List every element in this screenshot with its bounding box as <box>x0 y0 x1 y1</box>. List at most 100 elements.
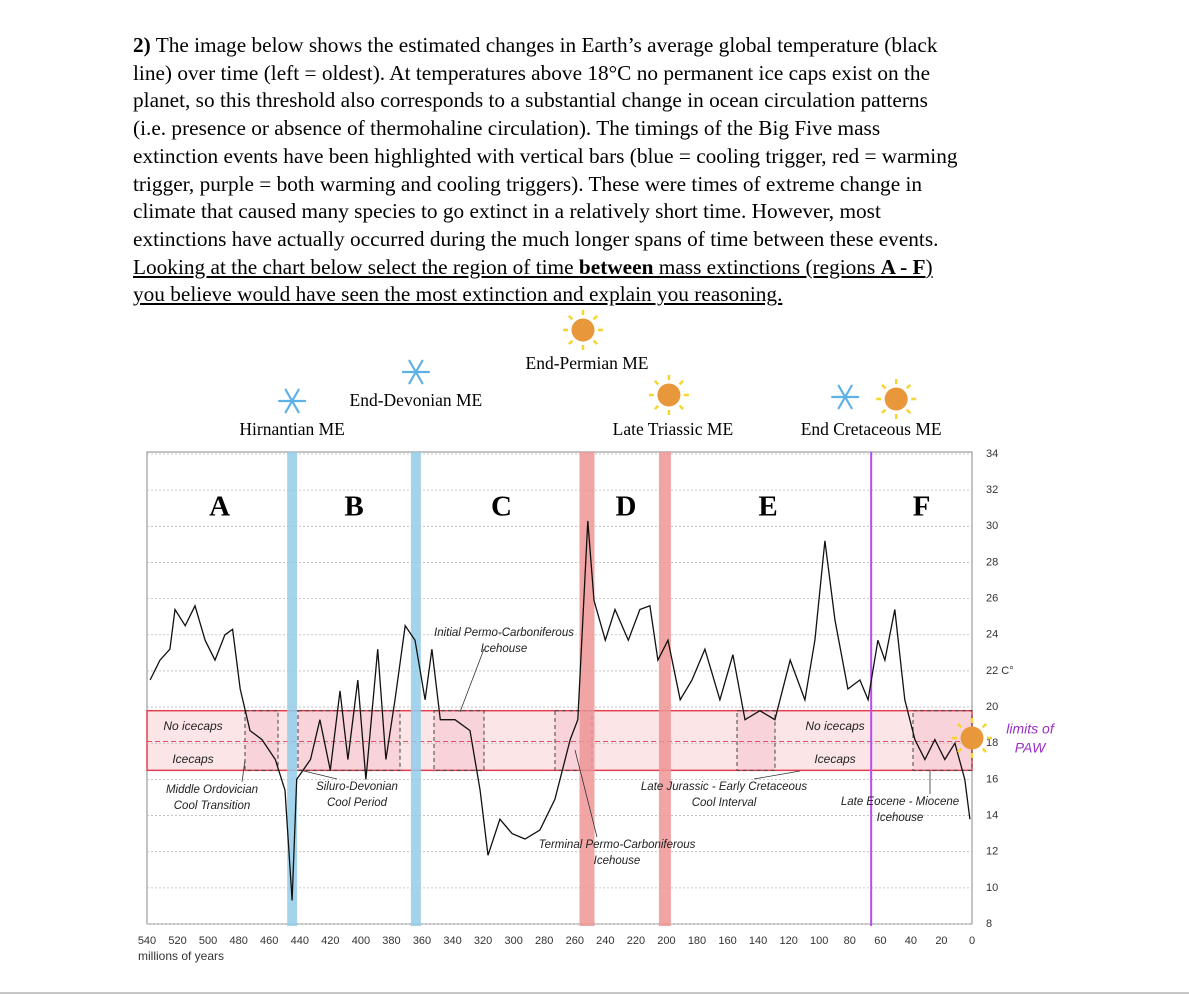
extinction-bar <box>410 452 421 926</box>
sun-ray <box>956 722 963 729</box>
x-tick-label: 40 <box>905 935 917 947</box>
sun-ray <box>592 314 599 321</box>
snowflake-arm <box>408 370 417 385</box>
cool-box <box>244 710 279 771</box>
question-line: (i.e. presence or absence of thermohalin… <box>133 116 881 141</box>
sun-icon <box>648 375 689 415</box>
sun-ray <box>956 747 963 754</box>
x-tick-label: 80 <box>844 935 856 947</box>
region-letter: C <box>491 491 512 523</box>
x-tick-label: 140 <box>749 935 767 947</box>
sun-ray <box>678 404 684 411</box>
zone-label: Icecaps <box>172 752 213 766</box>
x-tick-label: 240 <box>596 935 614 947</box>
annotation: Siluro-Devonian <box>316 781 398 793</box>
snowflake-arm <box>284 399 294 414</box>
sun-disc <box>960 726 984 750</box>
snowflake-arm <box>414 359 424 374</box>
sun-ray <box>567 314 574 321</box>
region-letter: D <box>615 491 636 523</box>
sun-icon <box>952 718 992 758</box>
x-tick-label: 540 <box>138 935 156 947</box>
instruction-text: Looking at the chart below select the re… <box>133 254 579 279</box>
question-line: trigger, purple = both warming and cooli… <box>133 171 923 196</box>
x-tick-label: 340 <box>443 935 461 947</box>
snowflake-arm <box>837 395 847 410</box>
x-tick-label: 160 <box>718 935 736 947</box>
annotation: Icehouse <box>877 812 924 824</box>
sun-icon <box>563 310 603 350</box>
snowflake-arm <box>844 395 853 410</box>
y-tick-label: 16 <box>986 773 998 785</box>
paw-band <box>146 709 973 772</box>
annotation: Icehouse <box>594 855 641 867</box>
annotation: Icehouse <box>481 643 528 655</box>
sun-ray <box>881 383 887 390</box>
snowflake-arm <box>291 388 300 403</box>
region-letter: F <box>913 491 931 523</box>
sun-ray <box>905 383 912 390</box>
x-tick-label: 0 <box>969 935 975 947</box>
x-tick-label: 460 <box>260 935 278 947</box>
extinction-bar <box>658 452 671 926</box>
x-tick-label: 520 <box>168 935 186 947</box>
sun-ray <box>981 722 988 729</box>
x-tick-label: 20 <box>935 935 947 947</box>
x-tick-label: 420 <box>321 935 339 947</box>
question-line: planet, so this threshold also correspon… <box>133 88 928 113</box>
instruction-line: you believe would have seen the most ext… <box>133 282 783 307</box>
question-line: extinctions have actually occurred durin… <box>133 226 939 251</box>
y-tick-label: 28 <box>986 556 998 568</box>
y-tick-label: 22 C° <box>986 665 1014 677</box>
instruction-emphasis: between <box>578 254 654 279</box>
y-tick-label: 12 <box>986 846 998 858</box>
annotation-leader <box>574 749 598 838</box>
event-label: End Cretaceous ME <box>801 419 942 439</box>
question-text: The image below shows the estimated chan… <box>150 33 938 57</box>
y-tick-label: 24 <box>986 629 998 641</box>
temperature-line <box>149 520 971 901</box>
x-tick-label: 480 <box>229 935 247 947</box>
annotation: Cool Transition <box>174 800 251 812</box>
paw-label: limits of <box>1006 721 1056 737</box>
question: 2) The image below shows the estimated c… <box>133 32 958 309</box>
snowflake-icon <box>831 384 860 410</box>
region-letter: E <box>758 491 777 523</box>
y-tick-label: 32 <box>986 484 998 496</box>
sun-ray <box>981 747 988 754</box>
snowflake-icon <box>401 359 430 385</box>
snowflake-arm <box>291 399 300 414</box>
x-tick-label: 180 <box>688 935 706 947</box>
sun-ray <box>653 404 660 411</box>
instruction-emphasis: A - F <box>880 254 926 279</box>
y-tick-label: 34 <box>986 448 998 460</box>
sun-ray <box>653 379 660 386</box>
zone-label: No icecaps <box>163 719 222 733</box>
extinction-bar <box>870 452 873 926</box>
x-tick-label: 260 <box>566 935 584 947</box>
sun-disc <box>657 383 681 407</box>
x-axis-label: millions of years <box>138 949 224 963</box>
snowflake-icon <box>278 388 307 414</box>
x-tick-label: 100 <box>810 935 828 947</box>
x-tick-label: 380 <box>382 935 400 947</box>
sun-disc <box>571 318 595 342</box>
y-tick-label: 30 <box>986 520 998 532</box>
x-tick-label: 300 <box>504 935 522 947</box>
x-tick-label: 440 <box>291 935 309 947</box>
snowflake-arm <box>284 388 294 403</box>
region-letter: B <box>344 491 363 523</box>
x-tick-label: 280 <box>535 935 553 947</box>
annotation-leader <box>753 770 801 780</box>
snowflake-arm <box>414 370 424 385</box>
extinction-bar <box>579 452 595 926</box>
zone-label: No icecaps <box>805 719 864 733</box>
x-tick-label: 220 <box>627 935 645 947</box>
y-tick-label: 14 <box>986 809 998 821</box>
x-tick-label: 200 <box>657 935 675 947</box>
x-tick-label: 320 <box>474 935 492 947</box>
event-label: Late Triassic ME <box>613 419 734 439</box>
question-line: line) over time (left = oldest). At temp… <box>133 60 931 85</box>
